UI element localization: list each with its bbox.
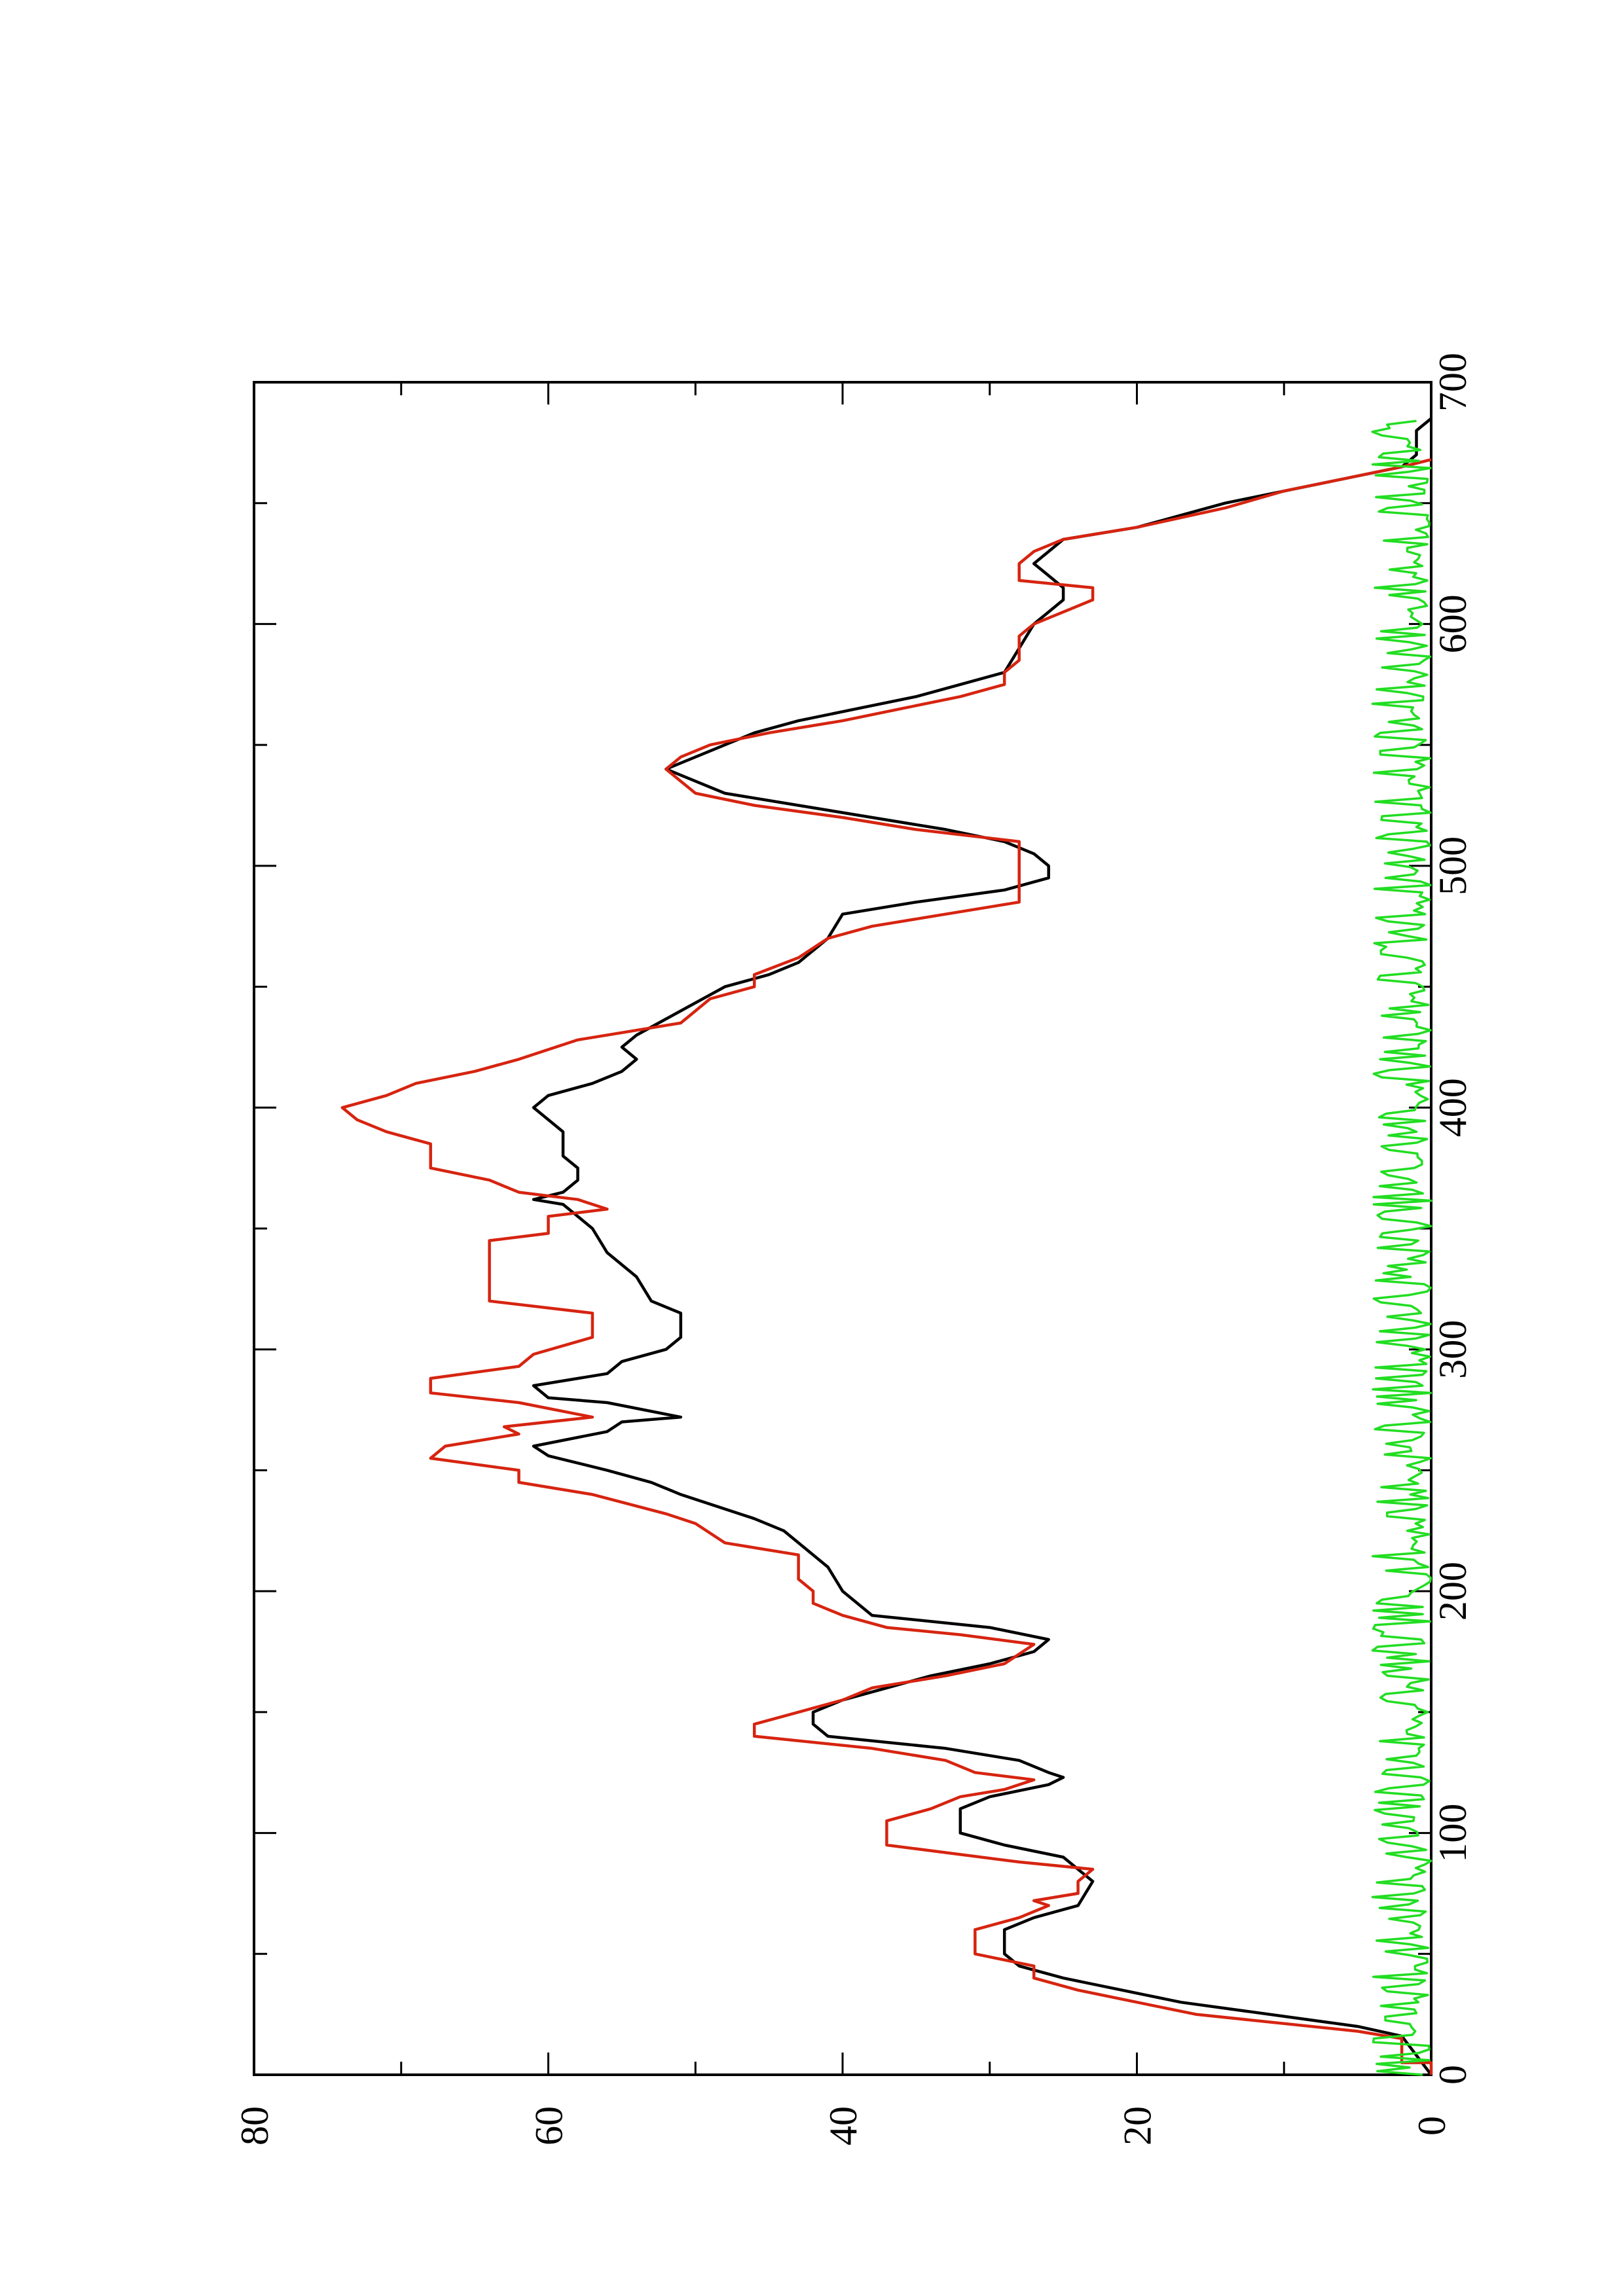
x-tick-label: 500 [1431,836,1474,895]
y-tick-label: 40 [822,2106,865,2145]
series-line-0 [532,417,1432,2076]
x-tick-label: 0 [1431,2065,1474,2085]
y-tick-label: 60 [528,2106,571,2145]
axis-tick-labels: 0 100 200 300 400 500 600 700 0 20 40 60 80 [233,353,1474,2145]
x-tick-label: 100 [1431,1804,1474,1863]
plot-frame [253,381,1432,2076]
y-tick-label: 0 [1410,2116,1453,2136]
series-line-2 [1371,420,1432,2076]
x-tick-label: 200 [1431,1562,1474,1621]
y-tick-label: 20 [1116,2106,1159,2145]
x-tick-label: 300 [1431,1320,1474,1379]
series-line-1 [340,458,1433,2075]
axis-ticks [253,381,1432,2076]
x-tick-label: 700 [1431,353,1474,412]
series-layer [340,417,1433,2076]
y-tick-label: 80 [233,2106,276,2145]
x-tick-label: 600 [1431,594,1474,653]
x-tick-label: 400 [1431,1078,1474,1137]
